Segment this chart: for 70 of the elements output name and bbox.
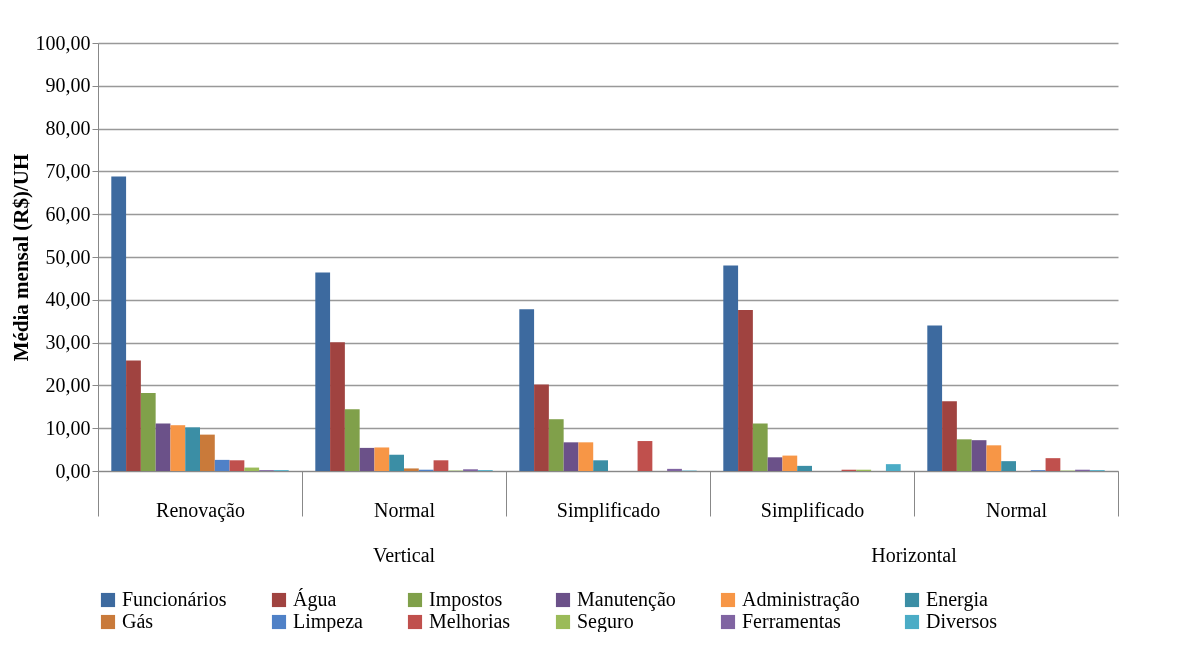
legend-label: Ferramentas [742, 610, 842, 632]
bar [126, 360, 141, 471]
bar [797, 465, 812, 471]
y-tick-label: 70,00 [45, 159, 91, 182]
bar [593, 460, 608, 471]
text: Horizontal [871, 544, 958, 566]
legend-label: Funcionários [122, 588, 227, 610]
legend-label: Impostos [429, 588, 503, 611]
y-tick-label: 100,00 [35, 31, 91, 54]
text: Vertical [372, 544, 436, 566]
x-tick-label: Normal [985, 498, 1048, 521]
bar [956, 439, 972, 471]
bar [404, 468, 419, 471]
y-tick-label: 50,00 [45, 245, 91, 268]
bar [667, 468, 682, 471]
y-tick-label: 0,00 [55, 459, 91, 482]
y-tick-label: 90,00 [45, 74, 91, 97]
bar [927, 325, 943, 471]
y-tick-label: 40,00 [45, 288, 91, 311]
legend-label: Água [293, 588, 337, 611]
bar [578, 442, 594, 471]
y-tick-label: 20,00 [45, 373, 91, 396]
bar [723, 265, 739, 471]
bar [185, 427, 200, 471]
x-tick-label: Simplificado [760, 498, 865, 522]
bar [519, 309, 535, 471]
legend-label: Diversos [926, 610, 998, 632]
bar [155, 423, 171, 471]
y-tick-label: 80,00 [45, 117, 91, 140]
bar [738, 310, 753, 471]
y-tick-label: 30,00 [45, 331, 91, 354]
bar [140, 393, 156, 471]
bar [563, 442, 579, 471]
bar [214, 459, 230, 471]
bar [359, 447, 375, 471]
legend-label: Melhorias [429, 610, 511, 632]
legend-label: Administração [742, 588, 860, 611]
bar [1001, 461, 1016, 471]
bar [389, 454, 404, 471]
bar [1045, 458, 1061, 471]
x-tick-label: Normal [373, 498, 436, 521]
bar [942, 401, 957, 471]
bar [433, 460, 449, 471]
legend-label: Limpeza [293, 610, 364, 633]
bar [344, 409, 360, 471]
x-tick-label: Simplificado [556, 498, 661, 522]
legend-label: Manutenção [577, 588, 676, 611]
bar [782, 455, 798, 471]
legend-label: Gás [122, 610, 154, 632]
bar [315, 272, 331, 471]
bar [752, 423, 768, 471]
bar [374, 447, 390, 471]
y-tick-label: 60,00 [45, 202, 91, 225]
legend-label: Energia [926, 588, 988, 611]
bar [986, 445, 1002, 471]
bar [534, 384, 549, 471]
bar [170, 425, 186, 471]
bar [971, 440, 987, 471]
bar [637, 441, 653, 471]
bar [330, 342, 345, 471]
bar [229, 460, 245, 471]
bar [200, 434, 215, 471]
y-tick-label: 10,00 [45, 416, 91, 439]
bar [111, 176, 127, 471]
bar [885, 464, 901, 471]
y-axis-title: Média mensal (R$)/UH [8, 153, 33, 362]
legend-label: Seguro [577, 610, 634, 633]
x-tick-label: Renovação [156, 498, 245, 522]
bar [548, 419, 564, 471]
bar [767, 457, 783, 471]
